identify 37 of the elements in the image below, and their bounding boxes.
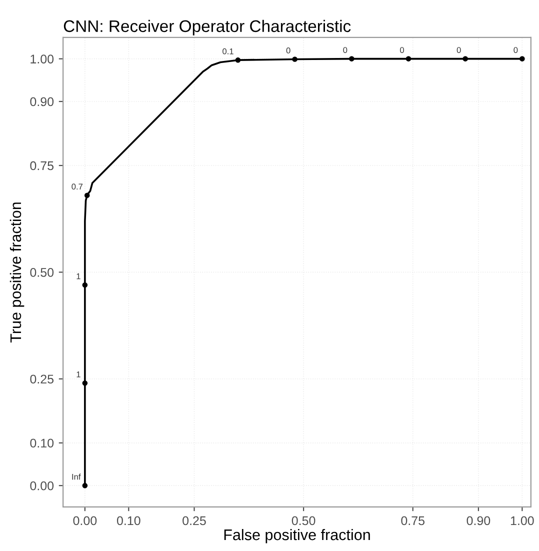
point	[520, 56, 525, 62]
annotation: 0	[456, 47, 461, 53]
x-tick-label: 1.00	[510, 516, 534, 526]
point	[462, 56, 468, 62]
x-tick-label: 0.50	[292, 516, 316, 526]
y-tick-label: 0.25	[30, 374, 54, 384]
point	[235, 57, 241, 63]
x-tick-label: 0.90	[466, 516, 490, 526]
point	[348, 56, 354, 62]
x-tick-label: 0.75	[401, 516, 424, 526]
y-tick-label: 0.50	[30, 268, 54, 277]
annotation: 0	[343, 47, 348, 53]
y-tick-label: 0.00	[30, 481, 54, 490]
y-tick-label: 1.00	[30, 54, 54, 64]
y-tick-label: 0.75	[30, 161, 54, 170]
point	[82, 282, 88, 288]
point	[84, 192, 90, 198]
annotation: 1	[76, 273, 80, 280]
chart-title: CNN: Receiver Operator Characteristic	[64, 20, 351, 36]
annotation: 1	[76, 372, 80, 378]
point	[82, 482, 88, 488]
annotation: 0.1	[222, 48, 234, 54]
y-tick-label: 0.10	[30, 438, 54, 448]
x-tick-label: 0.25	[182, 516, 206, 526]
x-tick-label: 0.10	[116, 516, 140, 526]
annotation: 0	[286, 48, 290, 54]
annotation: 0.7	[72, 184, 83, 190]
annotation: 0	[514, 47, 518, 53]
point	[292, 56, 298, 62]
x-tick-label: 0.00	[73, 516, 97, 526]
annotation: Inf	[72, 474, 81, 480]
y-axis-title: True positive fraction	[10, 202, 24, 342]
x-axis-title: False positive fraction	[224, 528, 370, 544]
y-tick-label: 0.90	[30, 97, 54, 106]
annotation: 0	[400, 47, 404, 53]
point	[406, 56, 412, 62]
point	[82, 380, 88, 386]
